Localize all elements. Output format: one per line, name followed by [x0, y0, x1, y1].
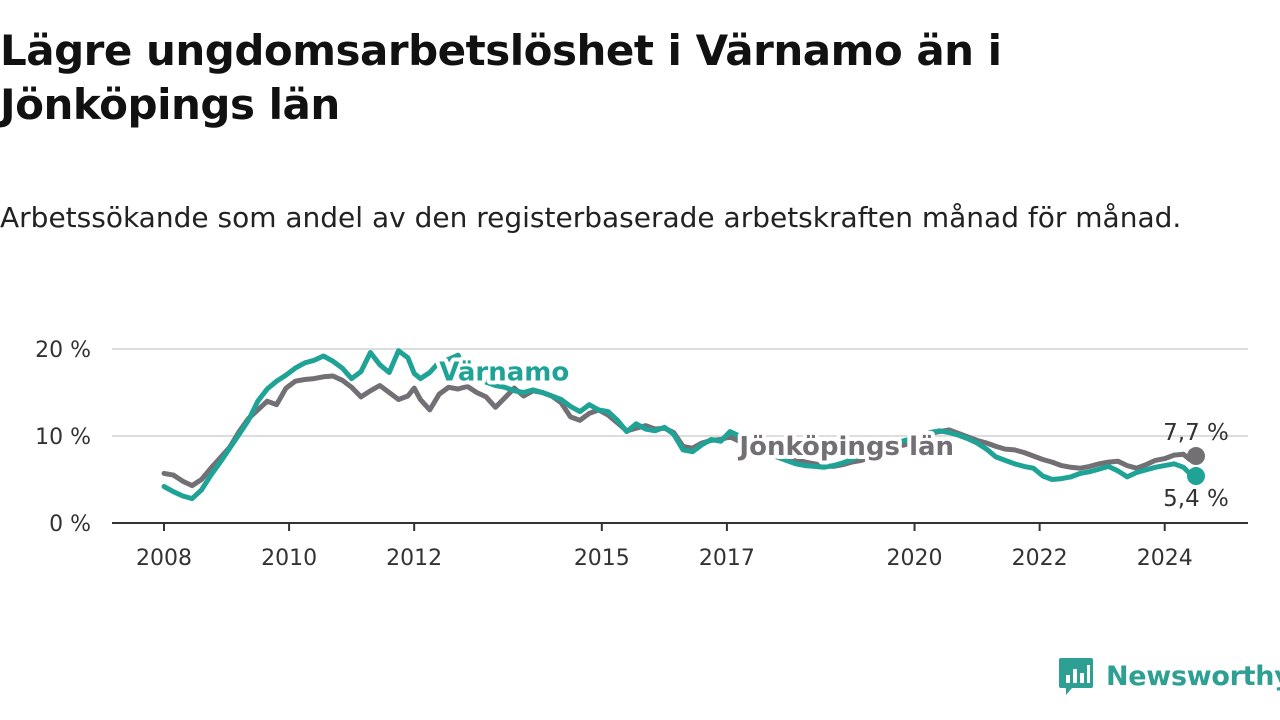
chart-subtitle: Arbetssökande som andel av den registerb… — [0, 201, 1182, 234]
x-tick-label: 2022 — [1012, 546, 1068, 571]
chart-title: Lägre ungdomsarbetslöshet i Värnamo än i… — [0, 26, 1002, 129]
x-tick-label: 2008 — [136, 546, 192, 571]
y-tick-label: 10 % — [35, 425, 91, 450]
brand-name: Newsworthy — [1106, 660, 1280, 692]
x-tick-label: 2017 — [699, 546, 755, 571]
series-label: Värnamo — [439, 357, 569, 387]
series-end-value-label: 7,7 % — [1163, 420, 1229, 446]
series-label: Jönköpings län — [737, 432, 954, 462]
newsworthy-logo-icon — [1059, 658, 1093, 695]
x-tick-label: 2015 — [574, 546, 630, 571]
x-tick-label: 2020 — [887, 546, 943, 571]
y-tick-label: 0 % — [49, 512, 91, 537]
series-end-marker — [1187, 467, 1205, 486]
y-tick-label: 20 % — [35, 338, 91, 363]
x-tick-label: 2012 — [386, 546, 442, 571]
x-tick-label: 2024 — [1137, 546, 1193, 571]
line-chart: 0 % 10 % 20 % 2008 2010 2012 2015 2017 2020 2022 2… — [35, 338, 1248, 571]
series-end-value-label: 5,4 % — [1163, 486, 1229, 512]
series-end-marker — [1187, 447, 1205, 466]
series-line-j-nk-pings-l-n — [161, 373, 1199, 489]
x-tick-label: 2010 — [261, 546, 317, 571]
series-line-v-rnamo — [161, 348, 1199, 502]
brand-logo: Newsworthy — [1058, 654, 1280, 698]
